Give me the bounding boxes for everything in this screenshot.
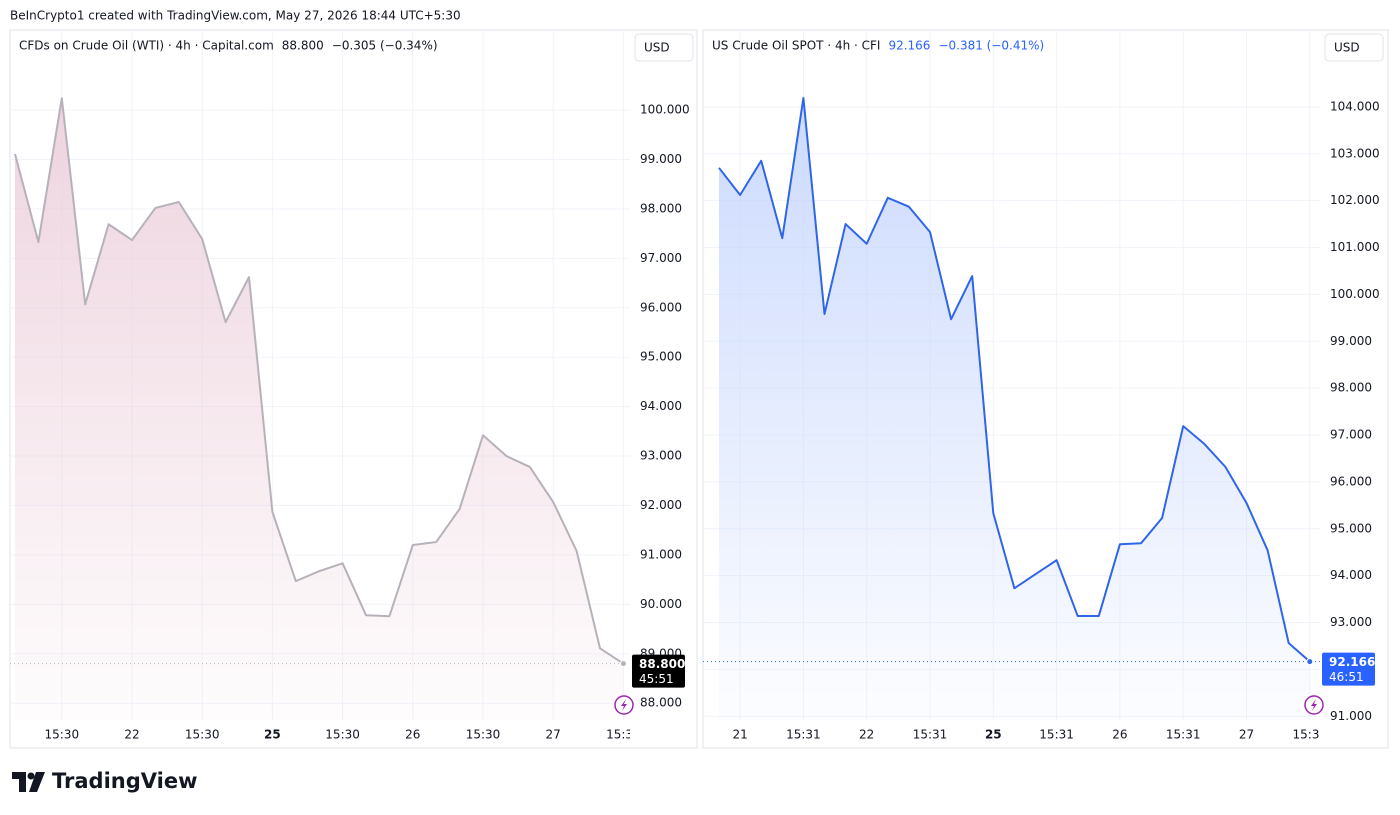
area (15, 98, 624, 720)
x-tick-label: 15:30 (45, 728, 80, 742)
y-tick-label: 98.000 (1330, 381, 1372, 395)
y-tick-label: 96.000 (1330, 474, 1372, 488)
y-tick-label: 104.000 (1330, 99, 1380, 113)
legend-price-label: 88.800 (282, 39, 324, 53)
x-tick-label: 15:31 (1293, 728, 1328, 742)
y-tick-label: 95.000 (1330, 521, 1372, 535)
legend-title: CFDs on Crude Oil (WTI) · 4h · Capital.c… (19, 39, 274, 53)
x-tick-label: 22 (859, 728, 874, 742)
x-tick-label: 15:30 (606, 728, 641, 742)
y-tick-label: 91.000 (640, 547, 682, 561)
legend-change-label: −0.381 (−0.41%) (938, 39, 1044, 53)
header: BeInCrypto1 created with TradingView.com… (10, 9, 461, 23)
legend-change-label: −0.305 (−0.34%) (332, 39, 438, 53)
plot (703, 30, 1320, 720)
countdown: 45:51 (639, 672, 674, 686)
y-tick-label: 93.000 (640, 449, 682, 463)
y-tick-label: 100.000 (1330, 287, 1380, 301)
chart-pane: 15:30 22 15:30 25 15:30 26 15:30 27 15:30 88.000 8… (9, 29, 698, 749)
x-tick-label: 25 (264, 728, 281, 742)
icon (621, 699, 627, 711)
y-tick-label: 96.000 (640, 300, 682, 314)
chart-pane: 21 15:31 22 15:31 25 15:31 26 15:31 27 15:3191.00… (702, 29, 1389, 749)
line (718, 96, 1311, 663)
last-price-box (1322, 652, 1375, 686)
y-tick-label: 97.000 (640, 251, 682, 265)
x-axis: 21 15:31 22 15:31 25 15:31 26 15:31 27 15:31 (732, 728, 1328, 742)
logo (12, 772, 45, 792)
line (14, 97, 624, 665)
x-tick-label: 27 (546, 728, 561, 742)
x-tick-label: 15:31 (1166, 728, 1201, 742)
currency-box (1324, 33, 1384, 62)
x-tick-label: 26 (405, 728, 420, 742)
legend-price-label: 92.166 (888, 39, 930, 53)
y-tick-label: 102.000 (1330, 193, 1380, 207)
y-tick-label: 93.000 (1330, 615, 1372, 629)
x-tick-label: 15:30 (325, 728, 360, 742)
y-tick-label: 98.000 (640, 201, 682, 215)
y-tick-label: 99.000 (640, 152, 682, 166)
x-tick-label: 25 (985, 728, 1002, 742)
x-tick-label: 22 (124, 728, 139, 742)
y-tick-label: 101.000 (1330, 240, 1380, 254)
currency: USD (644, 41, 670, 55)
x-tick-label: 27 (1239, 728, 1254, 742)
footer-brand: TradingView (52, 769, 197, 793)
countdown: 46:51 (1329, 670, 1364, 684)
currency-box (634, 33, 694, 62)
y-tick-label: 88.000 (640, 696, 682, 710)
y-tick-label: 99.000 (1330, 334, 1372, 348)
currency: USD (1334, 41, 1360, 55)
y-tick-label: 91.000 (1330, 709, 1372, 723)
plot (10, 30, 630, 720)
x-tick-label: 26 (1112, 728, 1127, 742)
y-tick-label: 90.000 (640, 597, 682, 611)
y-tick-label: 100.000 (640, 103, 690, 117)
x-axis: 15:30 22 15:30 25 15:30 26 15:30 27 15:30 (45, 728, 641, 742)
legend-title: US Crude Oil SPOT · 4h · CFI (712, 39, 880, 53)
y-tick-label: 92.000 (640, 498, 682, 512)
x-tick-label: 15:31 (1039, 728, 1074, 742)
y-tick-label: 103.000 (1330, 146, 1380, 160)
x-tick-label: 21 (732, 728, 747, 742)
x-tick-label: 15:30 (466, 728, 501, 742)
x-tick-label: 15:31 (786, 728, 821, 742)
y-tick-label: 97.000 (1330, 428, 1372, 442)
last-price-box (632, 654, 685, 688)
x-tick-label: 15:31 (913, 728, 948, 742)
y-tick-label: 95.000 (640, 350, 682, 364)
y-tick-label: 94.000 (1330, 568, 1372, 582)
icon (1311, 699, 1317, 711)
last-price-label: 88.800 (639, 657, 685, 671)
x-tick-label: 15:30 (185, 728, 220, 742)
last-point (619, 660, 627, 668)
area (719, 97, 1310, 720)
last-point (1306, 658, 1314, 666)
y-tick-label: 94.000 (640, 399, 682, 413)
last-price-label: 92.166 (1329, 655, 1375, 669)
